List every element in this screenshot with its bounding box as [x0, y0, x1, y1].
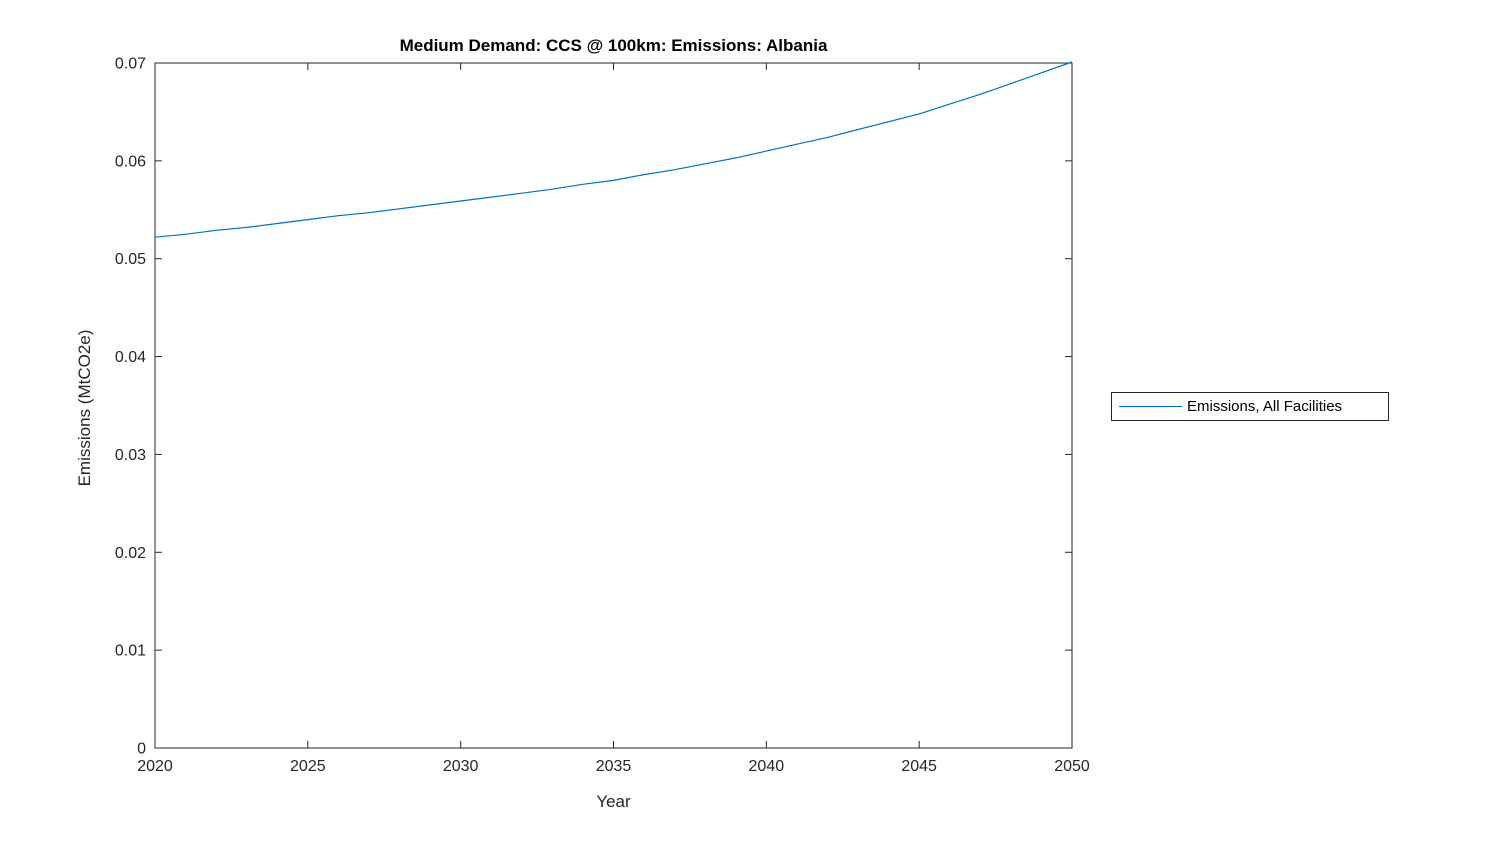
x-tick-label: 2045 [901, 758, 937, 775]
x-tick-label: 2040 [749, 758, 785, 775]
legend[interactable]: Emissions, All Facilities [1111, 392, 1389, 421]
y-tick-label: 0.06 [115, 153, 146, 170]
axes-box [154, 62, 1073, 749]
chart-title: Medium Demand: CCS @ 100km: Emissions: A… [399, 36, 828, 55]
y-tick-label: 0 [137, 741, 146, 758]
x-tick-label: 2030 [443, 758, 479, 775]
y-tick-label: 0.02 [115, 545, 146, 562]
x-axis-label: Year [596, 792, 631, 811]
series-line [154, 61, 1073, 238]
legend-label: Emissions, All Facilities [1187, 398, 1343, 415]
y-tick-label: 0.04 [115, 349, 146, 366]
x-tick-label: 2035 [596, 758, 632, 775]
x-tick-label: 2050 [1054, 758, 1090, 775]
y-tick-label: 0.03 [115, 447, 146, 464]
x-tick-label: 2020 [137, 758, 173, 775]
y-tick-label: 0.05 [115, 251, 146, 268]
y-tick-label: 0.07 [115, 56, 146, 73]
legend-line-swatch [1119, 406, 1182, 407]
x-tick-label: 2025 [290, 758, 326, 775]
y-tick-label: 0.01 [115, 643, 146, 660]
